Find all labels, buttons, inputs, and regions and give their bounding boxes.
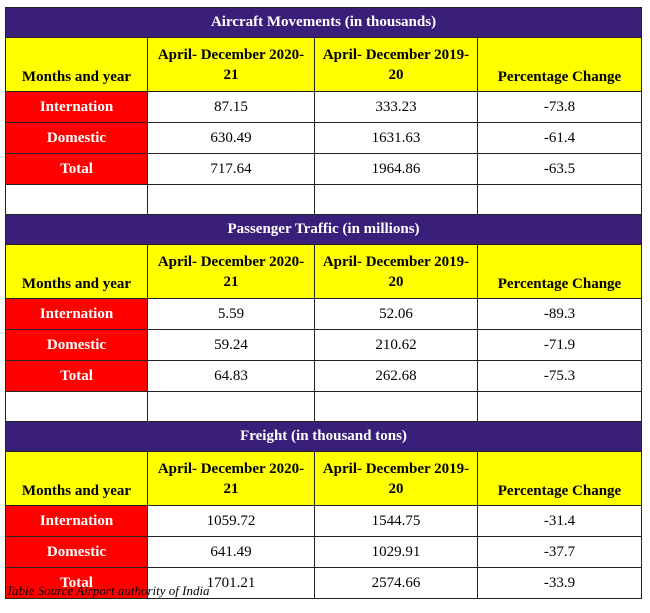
percentage-change-value: -75.3: [477, 360, 642, 392]
row-label: Domestic: [5, 122, 148, 154]
value-2019-20: 1964.86: [314, 153, 478, 185]
percentage-change-value: -71.9: [477, 329, 642, 361]
row-label: Total: [5, 153, 148, 185]
value-2020-21: 1701.21: [147, 567, 315, 599]
months-and-year-header: Months and year: [5, 451, 148, 506]
row-label: Internation: [5, 91, 148, 123]
table-row: Internation 87.15 333.23 -73.8: [5, 91, 642, 123]
value-2019-20: 1631.63: [314, 122, 478, 154]
row-label: Total: [5, 360, 148, 392]
percentage-change-value: -63.5: [477, 153, 642, 185]
value-2020-21: 641.49: [147, 536, 315, 568]
section-title: Freight (in thousand tons): [5, 421, 642, 452]
value-2019-20: 210.62: [314, 329, 478, 361]
value-2020-21: 64.83: [147, 360, 315, 392]
table-source-note: Table Source Airport authority of India: [6, 583, 210, 598]
header-row: Months and year April- December 2020-21 …: [5, 451, 642, 506]
section-title: Aircraft Movements (in thousands): [5, 7, 642, 38]
percentage-change-header: Percentage Change: [477, 244, 642, 299]
period-2020-header: April- December 2020-21: [147, 37, 315, 92]
row-label: Internation: [5, 298, 148, 330]
value-2019-20: 1029.91: [314, 536, 478, 568]
section-title-row: Freight (in thousand tons): [5, 421, 642, 452]
value-2019-20: 333.23: [314, 91, 478, 123]
empty-cell: [147, 391, 315, 422]
months-and-year-header: Months and year: [5, 244, 148, 299]
empty-cell: [147, 184, 315, 215]
spacer-row: [5, 184, 642, 215]
row-label: Total: [5, 567, 148, 599]
period-2019-header: April- December 2019-20: [314, 37, 478, 92]
percentage-change-header: Percentage Change: [477, 37, 642, 92]
value-2020-21: 5.59: [147, 298, 315, 330]
table-row: Total 64.83 262.68 -75.3: [5, 360, 642, 392]
spacer-row: [5, 391, 642, 422]
empty-cell: [314, 184, 478, 215]
percentage-change-value: -73.8: [477, 91, 642, 123]
row-label: Domestic: [5, 536, 148, 568]
value-2020-21: 59.24: [147, 329, 315, 361]
airport-statistics-table: Aircraft Movements (in thousands) Months…: [5, 7, 642, 599]
percentage-change-value: -33.9: [477, 567, 642, 599]
table-row: Internation 1059.72 1544.75 -31.4: [5, 505, 642, 537]
header-row: Months and year April- December 2020-21 …: [5, 244, 642, 299]
percentage-change-header: Percentage Change: [477, 451, 642, 506]
empty-cell: [477, 391, 642, 422]
value-2019-20: 1544.75: [314, 505, 478, 537]
value-2020-21: 717.64: [147, 153, 315, 185]
row-label: Domestic: [5, 329, 148, 361]
table-row: Internation 5.59 52.06 -89.3: [5, 298, 642, 330]
empty-cell: [5, 184, 148, 215]
percentage-change-value: -37.7: [477, 536, 642, 568]
section-title-row: Aircraft Movements (in thousands): [5, 7, 642, 38]
period-2020-header: April- December 2020-21: [147, 244, 315, 299]
table-row: Domestic 641.49 1029.91 -37.7: [5, 536, 642, 568]
months-and-year-header: Months and year: [5, 37, 148, 92]
empty-cell: [477, 184, 642, 215]
value-2019-20: 262.68: [314, 360, 478, 392]
table-row: Total 1701.21 2574.66 -33.9: [5, 567, 642, 599]
empty-cell: [5, 391, 148, 422]
header-row: Months and year April- December 2020-21 …: [5, 37, 642, 92]
section-title-row: Passenger Traffic (in millions): [5, 214, 642, 245]
percentage-change-value: -31.4: [477, 505, 642, 537]
percentage-change-value: -61.4: [477, 122, 642, 154]
percentage-change-value: -89.3: [477, 298, 642, 330]
value-2019-20: 2574.66: [314, 567, 478, 599]
period-2019-header: April- December 2019-20: [314, 451, 478, 506]
table-row: Domestic 59.24 210.62 -71.9: [5, 329, 642, 361]
value-2019-20: 52.06: [314, 298, 478, 330]
empty-cell: [314, 391, 478, 422]
table-row: Domestic 630.49 1631.63 -61.4: [5, 122, 642, 154]
value-2020-21: 87.15: [147, 91, 315, 123]
period-2019-header: April- December 2019-20: [314, 244, 478, 299]
value-2020-21: 630.49: [147, 122, 315, 154]
value-2020-21: 1059.72: [147, 505, 315, 537]
period-2020-header: April- December 2020-21: [147, 451, 315, 506]
section-title: Passenger Traffic (in millions): [5, 214, 642, 245]
row-label: Internation: [5, 505, 148, 537]
table-row: Total 717.64 1964.86 -63.5: [5, 153, 642, 185]
